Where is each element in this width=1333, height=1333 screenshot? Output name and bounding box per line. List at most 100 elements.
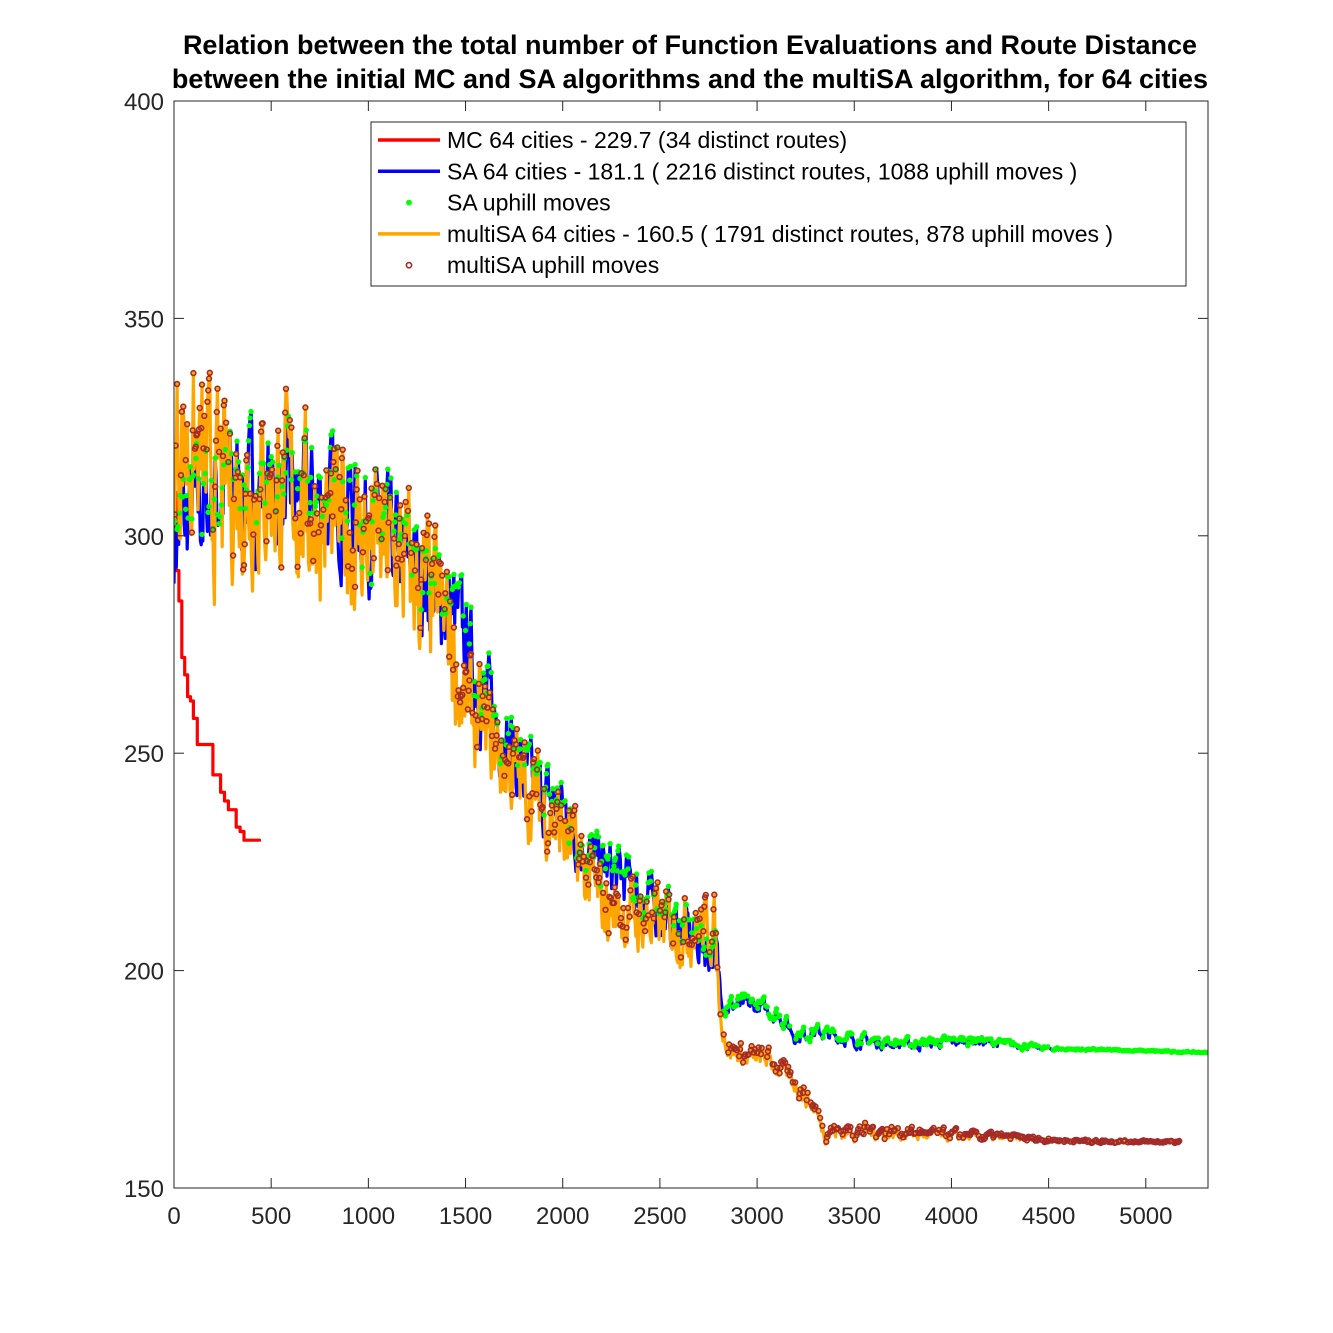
uphill-marker [437,560,444,567]
uphill-marker [245,464,251,471]
uphill-marker [282,385,290,392]
plot-area [174,369,1208,1147]
uphill-marker [617,914,625,922]
uphill-marker [812,1103,819,1110]
uphill-marker [199,531,205,538]
uphill-marker [300,472,307,479]
uphill-marker [209,526,217,533]
uphill-marker [540,785,548,793]
uphill-marker [750,1049,758,1056]
uphill-marker [891,1126,898,1133]
uphill-marker [1035,1043,1042,1049]
uphill-marker [786,1071,793,1079]
uphill-marker [329,428,336,434]
uphill-marker [424,512,431,519]
uphill-marker [391,528,397,534]
uphill-marker [443,568,451,575]
uphill-marker [426,590,432,596]
uphill-marker [339,446,346,453]
uphill-marker [225,458,232,466]
uphill-marker [633,882,639,888]
uphill-marker [658,902,665,909]
uphill-marker [280,491,287,497]
uphill-marker [467,650,475,658]
uphill-marker [175,523,181,530]
uphill-marker [308,474,314,481]
uphill-marker [418,544,426,552]
uphill-marker [362,474,368,481]
uphill-marker [289,450,295,456]
uphill-marker [256,495,263,503]
uphill-marker [217,425,224,432]
uphill-marker [236,474,244,481]
uphill-marker [252,492,259,500]
uphill-marker [650,915,657,922]
uphill-marker [262,500,268,506]
uphill-marker [303,427,309,433]
uphill-marker [396,515,403,522]
uphill-marker [582,874,590,881]
uphill-marker [575,861,582,868]
uphill-marker [858,1040,864,1047]
uphill-marker [698,922,704,929]
uphill-marker [405,484,412,492]
uphill-marker [202,470,208,477]
uphill-marker [230,495,238,503]
uphill-marker [614,868,620,874]
uphill-marker [709,930,716,937]
uphill-marker [397,502,404,509]
uphill-marker [242,505,249,512]
uphill-marker [594,828,600,834]
uphill-marker [464,706,472,713]
uphill-marker [961,1037,968,1043]
uphill-marker [1045,1044,1051,1050]
uphill-marker [297,475,303,482]
uphill-marker [714,964,721,971]
uphill-marker [557,802,565,809]
uphill-marker [270,459,276,465]
uphill-marker [446,598,454,605]
uphill-marker [241,540,248,548]
uphill-marker [323,502,330,508]
uphill-marker [382,504,389,511]
uphill-marker [625,866,631,872]
uphill-marker [696,915,703,922]
uphill-marker [208,477,215,484]
uphill-marker [367,570,373,577]
uphill-marker [720,1031,727,1038]
uphill-marker [728,993,735,1000]
uphill-marker [219,452,227,460]
uphill-marker [593,867,601,874]
uphill-marker [549,785,556,792]
uphill-marker [344,518,351,524]
uphill-marker [480,670,487,676]
uphill-marker [533,766,541,773]
uphill-marker [370,497,376,504]
uphill-marker [475,680,482,688]
uphill-marker [467,620,473,627]
uphill-marker [330,458,337,466]
uphill-marker [695,933,702,940]
uphill-marker [368,581,375,587]
uphill-marker [278,564,285,571]
uphill-marker [296,509,303,517]
uphill-marker [346,529,353,536]
uphill-marker [576,849,583,856]
uphill-marker [446,573,452,580]
uphill-marker [907,1126,915,1133]
uphill-marker [614,892,622,899]
uphill-marker [460,613,466,619]
uphill-marker [306,510,312,517]
uphill-marker [435,591,442,598]
uphill-marker [292,515,299,522]
uphill-marker [456,580,462,586]
uphill-marker [725,1049,732,1056]
legend: MC 64 cities - 229.7 (34 distinct routes… [370,121,1187,287]
x-tick-label: 2500 [633,1203,686,1230]
uphill-marker [686,917,693,923]
uphill-marker [398,556,405,563]
uphill-marker [317,522,325,529]
uphill-marker [737,1039,744,1047]
uphill-marker [481,703,488,710]
uphill-marker [212,437,220,444]
